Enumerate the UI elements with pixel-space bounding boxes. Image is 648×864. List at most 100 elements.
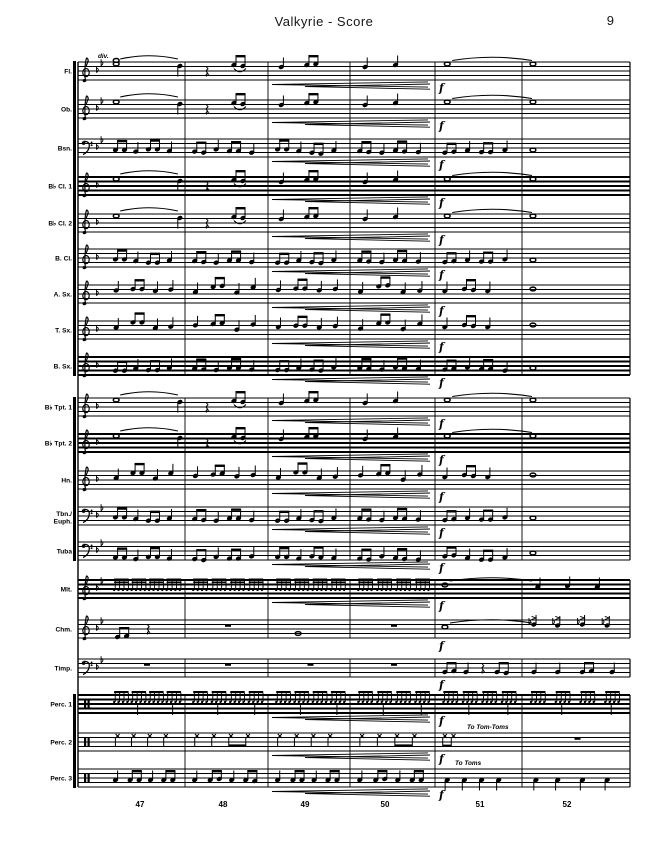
beam xyxy=(462,691,478,694)
notehead xyxy=(399,588,402,592)
notehead xyxy=(302,588,305,592)
notehead xyxy=(251,588,255,592)
forte-dynamic: f xyxy=(438,527,446,540)
crescendo-hairpin xyxy=(271,561,429,565)
whole-note xyxy=(529,286,537,292)
flat-sign xyxy=(96,182,99,188)
flat-sign xyxy=(100,137,104,144)
notehead xyxy=(121,700,125,704)
forte-dynamic: f xyxy=(438,454,446,467)
forte-dynamic: f xyxy=(438,377,446,390)
crescendo-hairpin xyxy=(304,455,431,460)
beam xyxy=(248,581,264,583)
x-notehead xyxy=(211,733,217,739)
flat-sign xyxy=(96,512,99,518)
notehead xyxy=(275,700,278,704)
beam xyxy=(211,694,227,696)
notehead xyxy=(297,588,300,592)
treble-clef-icon xyxy=(85,393,89,403)
notehead xyxy=(251,700,255,704)
tie xyxy=(120,207,179,212)
notehead xyxy=(414,700,417,704)
bass-clef-icon xyxy=(90,509,93,512)
tie xyxy=(452,208,533,214)
notehead xyxy=(169,588,173,592)
notehead xyxy=(588,700,591,704)
beam xyxy=(276,578,291,581)
beam xyxy=(396,581,411,583)
crescendo-hairpin xyxy=(304,419,431,424)
notehead xyxy=(117,700,120,704)
flat-sign xyxy=(96,290,99,296)
crescendo-hairpin xyxy=(304,531,431,535)
notehead xyxy=(334,700,337,704)
forte-dynamic: f xyxy=(438,679,446,692)
tie xyxy=(452,171,533,177)
beam xyxy=(501,691,517,694)
forte-dynamic: f xyxy=(438,234,446,247)
notehead xyxy=(329,588,333,592)
beam xyxy=(276,581,291,583)
quarter-rest xyxy=(205,65,210,77)
forte-dynamic: f xyxy=(438,269,446,282)
staff-label: Chm. xyxy=(56,626,73,633)
notehead xyxy=(324,588,328,592)
notehead xyxy=(302,700,305,704)
flat-sign xyxy=(96,105,99,111)
page-number: 9 xyxy=(606,13,614,28)
notehead xyxy=(293,700,296,704)
x-notehead xyxy=(412,733,417,739)
whole-note xyxy=(441,624,449,630)
notehead xyxy=(357,700,360,704)
notehead xyxy=(156,588,160,592)
x-notehead xyxy=(245,733,251,739)
notehead xyxy=(223,700,227,704)
flat-sign xyxy=(100,505,104,512)
notehead xyxy=(192,588,195,592)
beam xyxy=(377,578,392,581)
notehead xyxy=(320,700,323,704)
score-annotation: To Toms xyxy=(455,760,482,767)
notehead xyxy=(395,588,398,592)
notehead xyxy=(152,588,155,592)
beam xyxy=(330,691,346,694)
crescendo-hairpin xyxy=(304,495,431,499)
beam xyxy=(230,694,245,696)
crescendo-hairpin xyxy=(304,201,431,205)
x-notehead xyxy=(377,733,382,739)
notehead xyxy=(361,588,364,592)
notehead xyxy=(357,588,360,592)
notehead xyxy=(446,700,449,704)
whole-note xyxy=(443,213,451,219)
forte-dynamic: f xyxy=(438,305,446,318)
x-notehead xyxy=(131,733,137,739)
beam xyxy=(114,691,129,694)
notehead xyxy=(376,700,379,704)
treble-clef-icon xyxy=(84,244,88,269)
notehead xyxy=(376,588,379,592)
notehead xyxy=(370,700,373,704)
forte-dynamic: f xyxy=(438,120,446,133)
notehead xyxy=(147,700,151,704)
beam xyxy=(294,581,309,583)
whole-rest xyxy=(225,663,231,666)
whole-note xyxy=(112,433,120,439)
beam xyxy=(248,578,264,581)
notehead xyxy=(178,588,181,592)
beam xyxy=(193,691,208,694)
notehead xyxy=(414,588,417,592)
bass-clef-icon xyxy=(81,509,86,513)
notehead xyxy=(408,588,411,592)
notehead xyxy=(283,588,287,592)
x-notehead xyxy=(451,733,456,739)
notehead xyxy=(567,700,571,704)
treble-clef-icon xyxy=(82,476,90,487)
beam xyxy=(294,578,309,581)
notehead xyxy=(370,588,373,592)
notehead xyxy=(210,700,213,704)
staff-label: Perc. 1 xyxy=(50,701,72,708)
tie xyxy=(233,220,247,225)
treble-clef-icon xyxy=(82,403,90,414)
beam xyxy=(580,694,595,696)
notehead xyxy=(466,700,469,704)
